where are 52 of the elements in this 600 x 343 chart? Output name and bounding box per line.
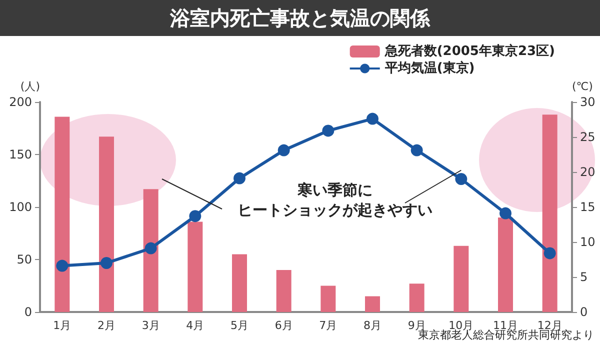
- x-tick-label: 2月: [98, 319, 116, 332]
- y-tick-label: 0: [24, 305, 32, 319]
- point: [500, 207, 512, 220]
- text: 東京都老人総合研究所共同研究より: [418, 328, 594, 342]
- legend-label: 平均気温(東京): [384, 60, 475, 76]
- point: [410, 144, 423, 156]
- bar: [542, 114, 558, 312]
- y2-axis-title: (℃): [572, 80, 593, 93]
- x-tick-label: 6月: [274, 319, 293, 332]
- annotation: ヒートショックが起きやすい: [236, 200, 434, 220]
- bar: [188, 222, 203, 312]
- x-tick-label: 5月: [230, 319, 248, 332]
- bar: [276, 270, 292, 312]
- point: [366, 112, 378, 125]
- bar: [232, 254, 247, 312]
- point: [56, 260, 68, 272]
- y-tick-label: 150: [9, 148, 32, 162]
- y-axis-title: (人): [20, 80, 40, 93]
- point: [100, 257, 112, 269]
- bar: [99, 136, 114, 312]
- point: [144, 242, 157, 254]
- chart-title: 浴室内死亡事故と気温の関係: [0, 0, 600, 36]
- y2-tick-label: 30: [580, 95, 596, 109]
- point: [234, 172, 246, 184]
- x-tick-label: 7月: [319, 319, 338, 332]
- y2-tick-label: 5: [580, 270, 588, 284]
- legend-label: 急死者数(2005年東京23区): [384, 43, 555, 59]
- bar: [365, 296, 380, 312]
- point: [544, 247, 556, 260]
- bar: [54, 116, 70, 312]
- y2-tick-label: 15: [580, 200, 596, 214]
- point: [189, 210, 202, 222]
- y-tick-label: 100: [9, 200, 32, 214]
- y2-tick-label: 20: [580, 165, 596, 179]
- annotation: 寒い季節に: [296, 180, 374, 200]
- point: [455, 173, 468, 185]
- x-tick-label: 3月: [142, 319, 160, 332]
- point: [322, 124, 334, 137]
- bar: [320, 286, 336, 312]
- x-tick-label: 8月: [364, 319, 382, 332]
- x-tick-label: 1月: [53, 319, 72, 332]
- y2-tick-label: 0: [580, 305, 588, 319]
- y-tick-label: 200: [9, 95, 32, 109]
- bar: [454, 246, 469, 312]
- bar: [143, 189, 158, 312]
- x-tick-label: 4月: [186, 319, 204, 332]
- y2-tick-label: 25: [580, 130, 596, 144]
- bar: [498, 218, 513, 312]
- y2-tick-label: 10: [580, 235, 596, 249]
- y-tick-label: 50: [16, 252, 32, 266]
- point: [278, 144, 290, 156]
- bar: [409, 284, 424, 312]
